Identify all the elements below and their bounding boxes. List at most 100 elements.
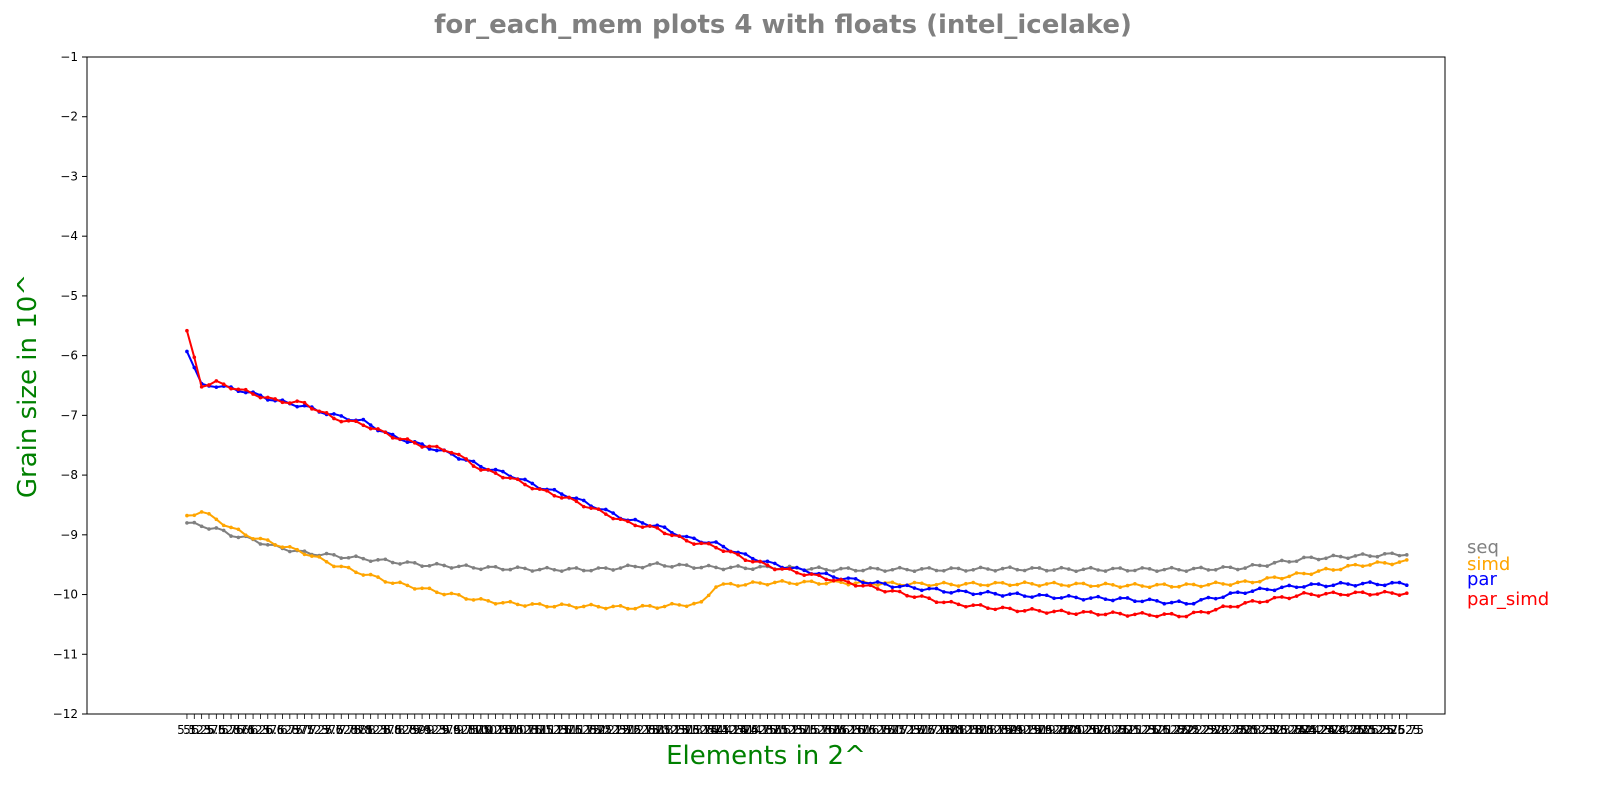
data-point-seq (905, 567, 909, 572)
x-tick-label: 25.25 (1360, 723, 1394, 737)
x-tick-label: 18 (944, 723, 959, 737)
data-point-par_simd (648, 524, 652, 528)
data-point-seq (515, 565, 520, 569)
data-point-simd (1258, 579, 1262, 584)
data-point-par_simd (361, 423, 366, 428)
data-point-seq (339, 556, 344, 560)
data-point-par_simd (883, 589, 887, 594)
x-tick-label: 21.125 (1114, 723, 1156, 737)
data-point-par_simd (780, 567, 784, 571)
data-point-seq (1265, 564, 1269, 568)
data-point-simd (199, 510, 204, 514)
data-point-par_simd (692, 542, 696, 546)
data-point-seq (530, 569, 535, 573)
data-point-par (1250, 589, 1255, 594)
data-point-par (434, 448, 439, 453)
data-point-seq (1368, 554, 1372, 558)
data-point-simd (1331, 568, 1336, 572)
data-point-par_simd (1221, 604, 1225, 608)
data-point-seq (1059, 565, 1064, 570)
x-tick-label: 9.375 (427, 723, 461, 737)
x-tick-label: 18.875 (982, 723, 1024, 737)
data-point-simd (229, 525, 233, 530)
data-point-par (1066, 594, 1071, 598)
data-point-par_simd (978, 603, 983, 607)
data-point-simd (1125, 583, 1130, 588)
data-point-par (655, 523, 660, 528)
data-point-par_simd (736, 552, 740, 557)
data-point-par_simd (1022, 609, 1027, 613)
data-point-par (956, 588, 961, 593)
data-point-simd (1059, 583, 1064, 587)
data-point-par (1265, 587, 1269, 592)
data-point-simd (780, 579, 784, 583)
data-point-par (427, 447, 432, 451)
data-point-simd (817, 582, 821, 586)
data-point-seq (1140, 566, 1145, 570)
data-point-seq (1125, 568, 1130, 573)
data-point-seq (1346, 556, 1350, 561)
data-point-par (1331, 583, 1336, 588)
data-point-par_simd (706, 541, 711, 546)
data-point-par_simd (670, 533, 674, 538)
data-point-par (1037, 593, 1042, 597)
y-tick-label: −10 (53, 588, 78, 602)
legend-entry-par: par (1467, 569, 1497, 590)
data-point-par_simd (831, 578, 836, 583)
data-point-simd (295, 547, 299, 552)
data-point-par (1272, 588, 1277, 593)
data-point-seq (523, 566, 527, 571)
data-point-par_simd (1133, 612, 1137, 617)
data-point-par_simd (1213, 607, 1218, 612)
x-tick-label: 20.875 (1099, 723, 1141, 737)
data-point-par_simd (1111, 610, 1115, 614)
data-point-par_simd (515, 477, 520, 482)
data-point-par_simd (1089, 610, 1093, 614)
data-point-simd (978, 583, 983, 587)
data-point-simd (1081, 581, 1086, 586)
data-point-simd (265, 538, 270, 542)
data-point-par (1258, 586, 1262, 591)
data-point-simd (1324, 566, 1328, 571)
data-point-par_simd (986, 606, 990, 610)
data-point-simd (1037, 584, 1042, 588)
data-point-par_simd (750, 559, 755, 564)
x-tick-label: 8.875 (398, 723, 432, 737)
data-point-par (192, 365, 197, 370)
data-point-par (420, 442, 424, 446)
x-tick-label: 9.75 (453, 723, 480, 737)
data-point-par_simd (956, 602, 961, 607)
x-tick-label: 7.25 (306, 723, 333, 737)
data-point-seq (1390, 551, 1394, 556)
data-point-par_simd (964, 604, 968, 609)
data-point-simd (185, 513, 189, 518)
data-point-seq (706, 563, 711, 568)
data-point-seq (750, 567, 755, 572)
x-tick-label: 14.625 (732, 723, 774, 737)
data-point-simd (596, 604, 601, 609)
x-tick-label: 6.625 (265, 723, 299, 737)
data-point-simd (670, 601, 674, 606)
data-point-par_simd (714, 545, 718, 550)
data-point-par_simd (265, 395, 270, 400)
data-point-par_simd (567, 495, 571, 500)
x-tick-label: 9.125 (412, 723, 446, 737)
data-point-par (501, 469, 505, 474)
data-point-seq (875, 566, 880, 571)
data-point-simd (986, 583, 990, 588)
data-point-par (1368, 580, 1372, 584)
x-tick-label: 25.375 (1364, 723, 1406, 737)
data-point-simd (273, 543, 277, 547)
data-point-par_simd (1081, 609, 1086, 614)
data-point-par (846, 576, 851, 580)
data-point-seq (229, 534, 233, 538)
data-point-par_simd (324, 411, 329, 415)
x-tick-label: 24.5 (1320, 723, 1347, 737)
data-point-par (978, 591, 983, 596)
data-point-par_simd (523, 482, 527, 487)
data-point-par (1030, 595, 1034, 599)
data-point-simd (559, 602, 564, 607)
data-point-par_simd (905, 593, 909, 598)
data-point-simd (464, 597, 468, 601)
